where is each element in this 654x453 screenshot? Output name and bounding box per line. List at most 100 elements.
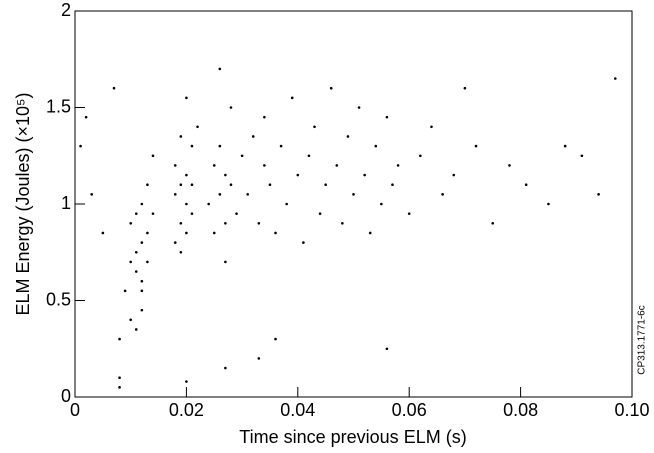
point (179, 222, 183, 225)
point (129, 318, 132, 322)
point (285, 202, 288, 206)
point (146, 260, 149, 264)
point (146, 183, 149, 186)
point (491, 222, 495, 225)
point (508, 164, 511, 167)
point (101, 231, 105, 235)
point (146, 231, 149, 235)
point (134, 270, 138, 273)
point (151, 212, 155, 215)
side-note: CP313.1771-6c (637, 305, 648, 375)
point (185, 231, 188, 235)
point (441, 193, 444, 196)
point (123, 289, 127, 293)
point (190, 212, 194, 215)
point (129, 222, 132, 225)
point (224, 260, 227, 264)
point (407, 212, 411, 215)
x-axis-label: Time since previous ELM (s) (239, 427, 466, 447)
point (118, 337, 121, 341)
point (179, 250, 183, 254)
point (140, 241, 144, 244)
point (224, 366, 227, 370)
point (79, 144, 82, 148)
point (563, 144, 567, 148)
point (190, 144, 194, 148)
point (84, 115, 88, 119)
point (134, 328, 138, 331)
point (580, 154, 584, 158)
point (274, 337, 277, 341)
point (134, 250, 138, 254)
point (173, 241, 177, 244)
point (224, 173, 227, 177)
x-tick-label: 0 (70, 400, 80, 420)
point (274, 231, 277, 235)
point (385, 347, 389, 351)
point (185, 202, 188, 206)
point (335, 164, 339, 167)
point (463, 86, 467, 90)
point (229, 106, 233, 109)
x-tick-label: 0.08 (503, 400, 538, 420)
point (185, 380, 188, 383)
point (140, 308, 144, 312)
point (140, 202, 144, 206)
point (357, 106, 361, 109)
point (118, 386, 121, 389)
point (207, 202, 210, 206)
point (341, 222, 344, 225)
point (140, 279, 144, 283)
x-tick-label: 0.04 (280, 400, 315, 420)
point (179, 183, 183, 186)
point (246, 193, 249, 196)
point (597, 193, 600, 196)
point (257, 357, 261, 360)
point (268, 183, 272, 186)
point (129, 260, 132, 264)
point (613, 77, 617, 80)
point (547, 202, 550, 206)
point (396, 164, 400, 167)
point (324, 183, 327, 186)
point (134, 212, 138, 215)
y-tick-label: 0 (61, 386, 71, 406)
point (90, 193, 94, 196)
point (374, 144, 378, 148)
point (385, 115, 389, 119)
point (307, 154, 311, 158)
point (196, 125, 199, 129)
point (229, 183, 233, 186)
point (296, 173, 300, 177)
point (251, 135, 255, 138)
point (352, 193, 355, 196)
point (151, 154, 155, 158)
point (524, 183, 528, 186)
point (329, 86, 333, 90)
point (218, 144, 222, 148)
x-tick-label: 0.02 (169, 400, 204, 420)
point (363, 173, 366, 177)
point (212, 231, 216, 235)
point (263, 115, 266, 119)
point (452, 173, 456, 177)
point (185, 173, 188, 177)
point (302, 241, 305, 244)
point (173, 193, 177, 196)
point (190, 183, 194, 186)
point (173, 164, 177, 167)
point (263, 164, 266, 167)
point (430, 125, 433, 129)
point (140, 289, 144, 293)
point (218, 67, 222, 71)
point (257, 222, 261, 225)
y-axis-label: ELM Energy (Joules) (×10⁵) (13, 92, 33, 315)
point (279, 144, 283, 148)
point (185, 96, 188, 100)
point (112, 86, 116, 90)
y-tick-label: 1 (61, 193, 71, 213)
y-tick-label: 2 (61, 0, 71, 20)
y-tick-label: 0.5 (46, 289, 71, 309)
point (346, 135, 350, 138)
